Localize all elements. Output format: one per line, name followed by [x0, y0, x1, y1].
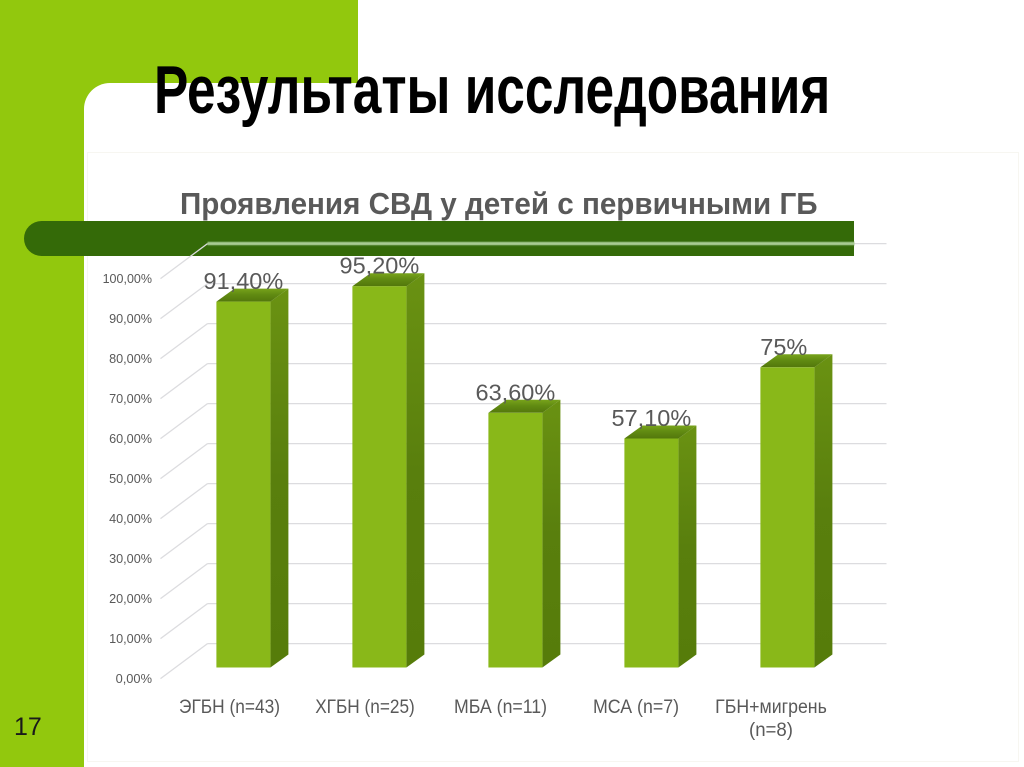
svg-text:0,00%: 0,00%: [116, 671, 153, 686]
svg-text:50,00%: 50,00%: [109, 471, 152, 486]
svg-text:МСА (n=7): МСА (n=7): [593, 696, 679, 718]
svg-text:91,40%: 91,40%: [204, 268, 284, 294]
svg-text:75%: 75%: [760, 334, 807, 360]
svg-text:10,00%: 10,00%: [109, 631, 152, 646]
svg-text:30,00%: 30,00%: [109, 551, 152, 566]
svg-text:ЭГБН (n=43): ЭГБН (n=43): [179, 696, 280, 718]
svg-text:20,00%: 20,00%: [109, 591, 152, 606]
svg-text:90,00%: 90,00%: [109, 311, 152, 326]
svg-text:ХГБН (n=25): ХГБН (n=25): [315, 696, 415, 718]
svg-text:40,00%: 40,00%: [109, 511, 152, 526]
svg-text:60,00%: 60,00%: [109, 431, 152, 446]
svg-text:ГБН+мигрень: ГБН+мигрень: [715, 696, 827, 718]
svg-text:80,00%: 80,00%: [109, 351, 152, 366]
svg-text:70,00%: 70,00%: [109, 391, 152, 406]
svg-text:95,20%: 95,20%: [340, 253, 420, 279]
svg-text:63,60%: 63,60%: [476, 379, 556, 405]
svg-text:100,00%: 100,00%: [103, 271, 153, 286]
svg-text:57,10%: 57,10%: [612, 405, 692, 431]
svg-text:(n=8): (n=8): [749, 719, 793, 741]
svg-text:МБА (n=11): МБА (n=11): [454, 696, 547, 718]
